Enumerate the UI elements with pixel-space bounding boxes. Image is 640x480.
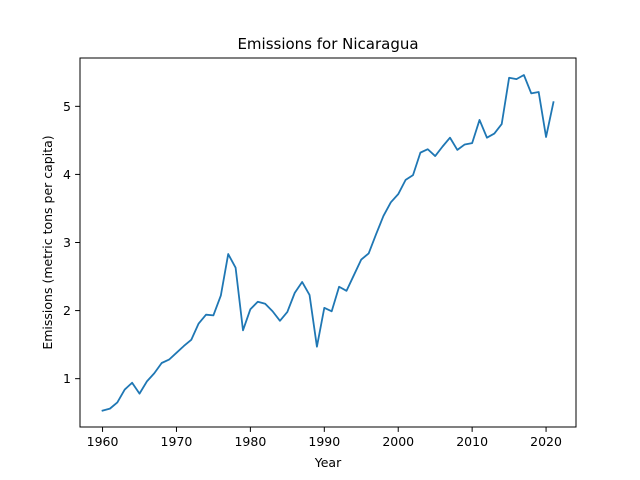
y-tick-label: 1 [63, 371, 71, 386]
plot-area [80, 58, 576, 427]
chart-title: Emissions for Nicaragua [237, 35, 418, 53]
y-tick-label: 4 [63, 167, 71, 182]
y-tick-label: 2 [63, 303, 71, 318]
x-tick-label: 1960 [87, 434, 119, 449]
x-tick-label: 2000 [382, 434, 414, 449]
emissions-series-line [101, 74, 555, 412]
x-tick-label: 2020 [530, 434, 562, 449]
x-tick-label: 2010 [456, 434, 488, 449]
y-axis-ticks: 1 2 3 4 5 [63, 99, 80, 386]
plot-frame [79, 57, 577, 428]
y-tick-label: 3 [63, 235, 71, 250]
y-tick-label: 5 [63, 99, 71, 114]
series-layer [101, 74, 555, 412]
x-tick-label: 1970 [161, 434, 193, 449]
x-axis-ticks: 1960 1970 1980 1990 2000 2010 2020 [87, 427, 562, 449]
y-axis-label: Emissions (metric tons per capita) [40, 135, 55, 349]
x-axis-label: Year [314, 455, 342, 470]
x-tick-label: 1990 [308, 434, 340, 449]
x-tick-label: 1980 [234, 434, 266, 449]
